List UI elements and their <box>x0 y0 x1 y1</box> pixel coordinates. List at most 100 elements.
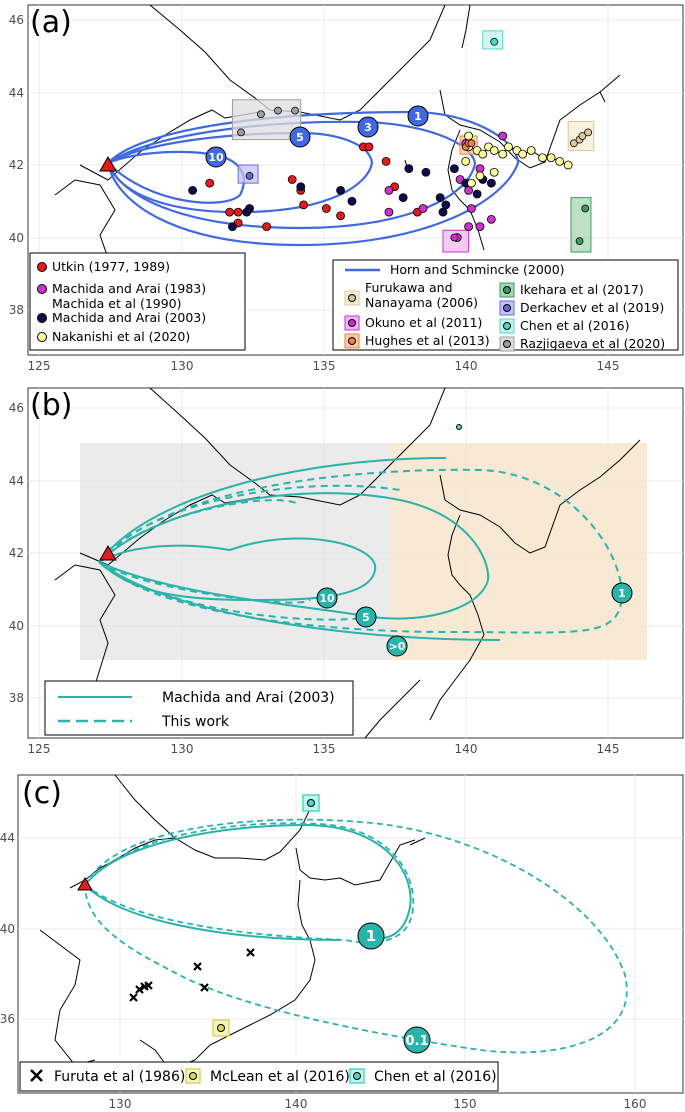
isopach-label-5: 5 <box>289 126 311 148</box>
isopach-label-1: 1 <box>407 105 429 127</box>
svg-text:Chen et al (2016): Chen et al (2016) <box>374 1069 497 1085</box>
svg-text:130: 130 <box>171 742 194 756</box>
svg-text:Utkin (1977, 1989): Utkin (1977, 1989) <box>52 259 170 274</box>
panel-c-crosses <box>129 948 255 1002</box>
sample-point-1-4 <box>464 185 473 195</box>
svg-text:125: 125 <box>28 742 51 756</box>
sample-point-3-6 <box>504 142 513 152</box>
sample-point-0-13 <box>225 207 235 217</box>
svg-text:125: 125 <box>28 359 51 373</box>
sample-point-4-0 <box>569 139 578 148</box>
sample-point-2-11 <box>441 200 451 210</box>
sample-point-0-3 <box>287 175 297 184</box>
svg-text:130: 130 <box>171 359 194 373</box>
panel-b-coastline <box>54 387 641 739</box>
contour-label-gt0: >0 <box>386 635 408 657</box>
svg-text:140: 140 <box>455 359 478 373</box>
sample-point-1-11 <box>475 164 485 174</box>
panel-b: 10 5 >0 1 (b) 46 44 42 40 38 125 130 135… <box>9 387 684 756</box>
panel-a-points <box>188 37 592 246</box>
sample-point-3-13 <box>563 160 573 170</box>
sample-point-3-18 <box>464 131 473 141</box>
svg-text:40: 40 <box>9 231 24 245</box>
svg-text:>0: >0 <box>389 640 406 653</box>
sample-point-5-0 <box>450 233 459 242</box>
sample-point-9-0 <box>490 37 499 46</box>
panel-c-plot-area <box>17 774 684 1094</box>
sample-point-2-16 <box>486 178 496 188</box>
sample-point-3-15 <box>475 171 485 181</box>
panel-c-dashed-contours <box>84 818 628 1054</box>
panel-a-label: (a) <box>30 5 72 40</box>
panel-c-grid <box>18 775 683 1093</box>
svg-text:This work: This work <box>161 714 230 730</box>
svg-text:38: 38 <box>9 303 24 317</box>
panel-c-solid-contour <box>84 823 412 941</box>
panel-a: 1 3 5 10 (a) 46 44 42 40 38 125 130 135 … <box>9 4 684 373</box>
sample-point-6-2 <box>467 139 476 148</box>
svg-text:42: 42 <box>9 158 24 172</box>
svg-text:Machida and Arai (2003): Machida and Arai (2003) <box>162 690 335 706</box>
svg-text:Derkachev et al (2019): Derkachev et al (2019) <box>520 300 664 315</box>
svg-text:Chen et al (2016): Chen et al (2016) <box>520 318 629 333</box>
contour-label-10: 10 <box>316 587 338 609</box>
sample-point-2-1 <box>228 222 237 232</box>
sample-point-3-2 <box>478 149 488 159</box>
svg-text:42: 42 <box>9 546 24 560</box>
sample-point-10-3 <box>291 106 299 115</box>
contour-label-c1: 1 <box>357 922 385 950</box>
sample-point-0-1 <box>233 207 243 217</box>
panel-b-contour-labels: 10 5 >0 1 <box>316 582 633 657</box>
sample-point-2-6 <box>347 196 357 206</box>
sample-point-0-0 <box>205 178 215 188</box>
sample-point-7-0 <box>581 204 590 213</box>
sample-point-0-6 <box>321 204 331 213</box>
panel-a-legend-left: Utkin (1977, 1989) Machida and Arai (198… <box>29 252 246 351</box>
panel-b-region-tan <box>390 443 647 660</box>
panel-b-small-point <box>456 424 462 430</box>
svg-text:145: 145 <box>597 359 620 373</box>
sample-point-10-1 <box>257 110 265 119</box>
sample-point-3-8 <box>518 149 528 159</box>
svg-text:130: 130 <box>109 1097 132 1111</box>
sample-point-3-5 <box>498 149 508 159</box>
svg-text:140: 140 <box>455 742 478 756</box>
svg-text:Ikehara et al (2017): Ikehara et al (2017) <box>520 282 644 297</box>
svg-text:Razjigaeva et al (2020): Razjigaeva et al (2020) <box>520 336 665 351</box>
contour-label-1: 1 <box>611 582 633 604</box>
panel-a-isopach-labels: 1 3 5 10 <box>205 105 429 168</box>
sample-point-2-9 <box>421 167 431 177</box>
svg-text:44: 44 <box>9 86 24 100</box>
panel-a-vent-triangle <box>99 155 117 172</box>
sample-point-0-7 <box>336 211 345 221</box>
sample-point-2-3 <box>242 207 252 217</box>
panel-c-vent-triangle <box>77 877 93 891</box>
svg-text:Hughes et al (2013): Hughes et al (2013) <box>365 333 490 348</box>
svg-text:46: 46 <box>9 13 24 27</box>
svg-text:135: 135 <box>313 359 336 373</box>
sample-point-1-6 <box>464 222 473 232</box>
svg-text:36: 36 <box>0 1012 15 1026</box>
panel-b-y-ticks: 46 44 42 40 38 <box>9 401 24 705</box>
svg-text:10: 10 <box>208 151 224 164</box>
sample-point-8-0 <box>245 171 254 180</box>
sample-point-2-4 <box>296 182 306 192</box>
panel-c-boxes <box>212 794 320 1037</box>
svg-text:145: 145 <box>597 742 620 756</box>
svg-text:1: 1 <box>414 110 422 123</box>
svg-text:150: 150 <box>454 1097 477 1111</box>
svg-text:44: 44 <box>0 831 15 845</box>
svg-text:Horn and Schmincke (2000): Horn and Schmincke (2000) <box>390 262 565 277</box>
contour-label-5: 5 <box>355 606 377 628</box>
sample-point-10-0 <box>237 128 245 137</box>
svg-text:Furuta et al (1986): Furuta et al (1986) <box>54 1069 185 1085</box>
sample-point-1-1 <box>384 207 394 217</box>
sample-point-3-16 <box>467 178 476 188</box>
panel-a-legend-right: Horn and Schmincke (2000) Furukawa and Na… <box>332 259 679 352</box>
sample-point-4-3 <box>584 128 592 137</box>
svg-text:McLean et al (2016): McLean et al (2016) <box>210 1069 350 1085</box>
sample-point-2-13 <box>449 164 459 174</box>
sample-point-10-2 <box>274 106 282 115</box>
sample-point-2-8 <box>404 164 414 174</box>
svg-text:160: 160 <box>624 1097 647 1111</box>
